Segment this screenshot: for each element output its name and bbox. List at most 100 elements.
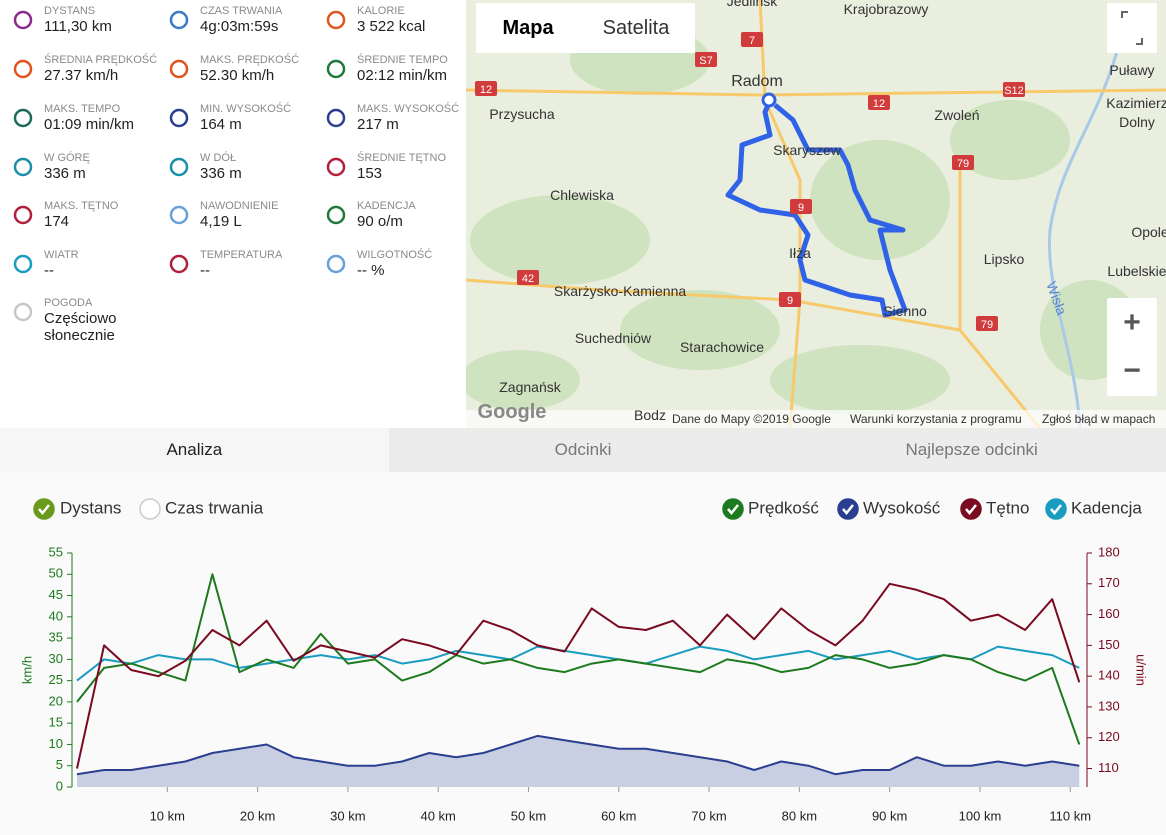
stat-value: 336 m xyxy=(200,165,242,182)
stat-icon xyxy=(13,108,33,128)
stat-label: CZAS TRWANIA xyxy=(200,5,283,17)
icon-shape xyxy=(13,10,33,30)
legend-entry[interactable]: Wysokość xyxy=(863,498,941,517)
place-label: Zagnańsk xyxy=(499,379,561,395)
attribution[interactable]: Warunki korzystania z programu xyxy=(850,412,1022,426)
toggle-check xyxy=(842,504,854,515)
icon-shape xyxy=(326,59,346,79)
x-tick-label: 100 km xyxy=(959,808,1002,823)
stat-label: MAKS. TĘTNO xyxy=(44,200,119,212)
place-label: Chlewiska xyxy=(550,187,614,203)
road-shield xyxy=(868,95,890,110)
y2-tick-label: 140 xyxy=(1098,668,1120,683)
legend-entry[interactable]: Prędkość xyxy=(748,498,819,517)
series-line xyxy=(76,734,1080,776)
stat-label: MIN. WYSOKOŚĆ xyxy=(200,103,292,115)
tab-bar: Analiza Odcinki Najlepsze odcinki xyxy=(0,428,1166,472)
stat-icon xyxy=(326,254,346,274)
place-label: Puławy xyxy=(1109,62,1154,78)
stat-label: WILGOTNOŚĆ xyxy=(357,249,433,261)
stat-icon xyxy=(169,10,189,30)
road-number: 7 xyxy=(749,35,755,47)
place-label: Sienno xyxy=(883,303,927,319)
stat-label: KALORIE xyxy=(357,5,405,17)
place-label: Radom xyxy=(731,73,783,90)
road-number: 79 xyxy=(981,319,993,331)
y2-axis-label: u/min xyxy=(1134,654,1149,686)
x-tick-label: 50 km xyxy=(511,808,546,823)
toggle-circle[interactable] xyxy=(139,498,161,520)
x-mode-toggle[interactable]: Czas trwania xyxy=(165,498,264,517)
stat-label: W GÓRĘ xyxy=(44,152,90,164)
toggle-check xyxy=(727,504,739,515)
legend-entry[interactable]: Kadencja xyxy=(1071,498,1142,517)
stat-value: 90 o/m xyxy=(357,213,403,230)
y-axis-label: km/h xyxy=(19,656,34,684)
place-label: Jedlińsk xyxy=(727,0,779,9)
road-number: 12 xyxy=(873,98,885,110)
road-number: 12 xyxy=(480,84,492,96)
icon-shape xyxy=(326,205,346,225)
stat-value: 52.30 km/h xyxy=(200,67,275,84)
y2-tick-label: 170 xyxy=(1098,575,1120,590)
toggle-circle[interactable] xyxy=(33,498,55,520)
icon-shape xyxy=(326,157,346,177)
stat-value: 153 xyxy=(357,165,383,182)
icon-shape xyxy=(169,59,189,79)
x-mode-toggle[interactable]: Dystans xyxy=(60,498,121,517)
x-tick-label: 70 km xyxy=(691,808,726,823)
stat-icon xyxy=(326,205,346,225)
zoom-out[interactable]: − xyxy=(1123,354,1141,387)
y-tick-label: 10 xyxy=(49,736,63,751)
x-tick-label: 110 km xyxy=(1049,808,1091,823)
toggle-circle[interactable] xyxy=(837,498,859,520)
stat-label: ŚREDNIA PRĘDKOŚĆ xyxy=(44,54,158,66)
attribution[interactable]: Zgłoś błąd w mapach xyxy=(1042,412,1155,426)
stat-value: -- xyxy=(200,262,210,279)
road-number: S12 xyxy=(1004,85,1024,97)
icon-shape xyxy=(169,205,189,225)
stat-icon xyxy=(13,10,33,30)
stat-icon xyxy=(169,205,189,225)
icon-shape xyxy=(326,10,346,30)
icon-shape xyxy=(326,108,346,128)
legend-entry[interactable]: Tętno xyxy=(986,498,1029,517)
stat-icon xyxy=(326,157,346,177)
stat-label: POGODA xyxy=(44,297,93,309)
road-shield xyxy=(475,81,497,96)
place-label: Skarżysko-Kamienna xyxy=(554,283,686,299)
stat-label: MAKS. TEMPO xyxy=(44,103,121,115)
tab[interactable]: Najlepsze odcinki xyxy=(905,440,1038,459)
map-button[interactable]: Mapa xyxy=(502,17,554,39)
stat-value: 336 m xyxy=(44,165,86,182)
stat-value: 4,19 L xyxy=(200,213,242,230)
stat-value: 164 m xyxy=(200,116,242,133)
toggle-circle[interactable] xyxy=(722,498,744,520)
y-tick-label: 30 xyxy=(49,651,63,666)
y-tick-label: 25 xyxy=(49,672,63,687)
icon-shape xyxy=(13,59,33,79)
x-tick-label: 80 km xyxy=(782,808,817,823)
area-fill xyxy=(77,735,1080,787)
map-button[interactable]: Satelita xyxy=(603,17,671,39)
toggle-circle[interactable] xyxy=(1045,498,1067,520)
toggle-circle[interactable] xyxy=(960,498,982,520)
tab[interactable]: Odcinki xyxy=(554,440,612,459)
place-label: Opole xyxy=(1131,224,1166,240)
y-tick-label: 5 xyxy=(56,757,63,772)
road-shield xyxy=(741,32,763,47)
tab[interactable]: Analiza xyxy=(0,428,389,472)
zoom-in[interactable]: + xyxy=(1123,306,1141,339)
stat-value: 3 522 kcal xyxy=(357,18,426,35)
series-line xyxy=(76,573,1081,745)
road-number: 79 xyxy=(957,158,969,170)
toggle-check xyxy=(38,504,50,515)
x-tick-label: 30 km xyxy=(330,808,365,823)
road-shield xyxy=(1003,82,1025,97)
x-tick-label: 40 km xyxy=(420,808,455,823)
x-tick-label: 10 km xyxy=(150,808,185,823)
road-shield xyxy=(779,292,801,307)
map[interactable]: Mapa Satelita + − Jedlińsk Krajobrazowy Radom P… xyxy=(466,0,1166,428)
stat-value: 217 m xyxy=(357,116,399,133)
